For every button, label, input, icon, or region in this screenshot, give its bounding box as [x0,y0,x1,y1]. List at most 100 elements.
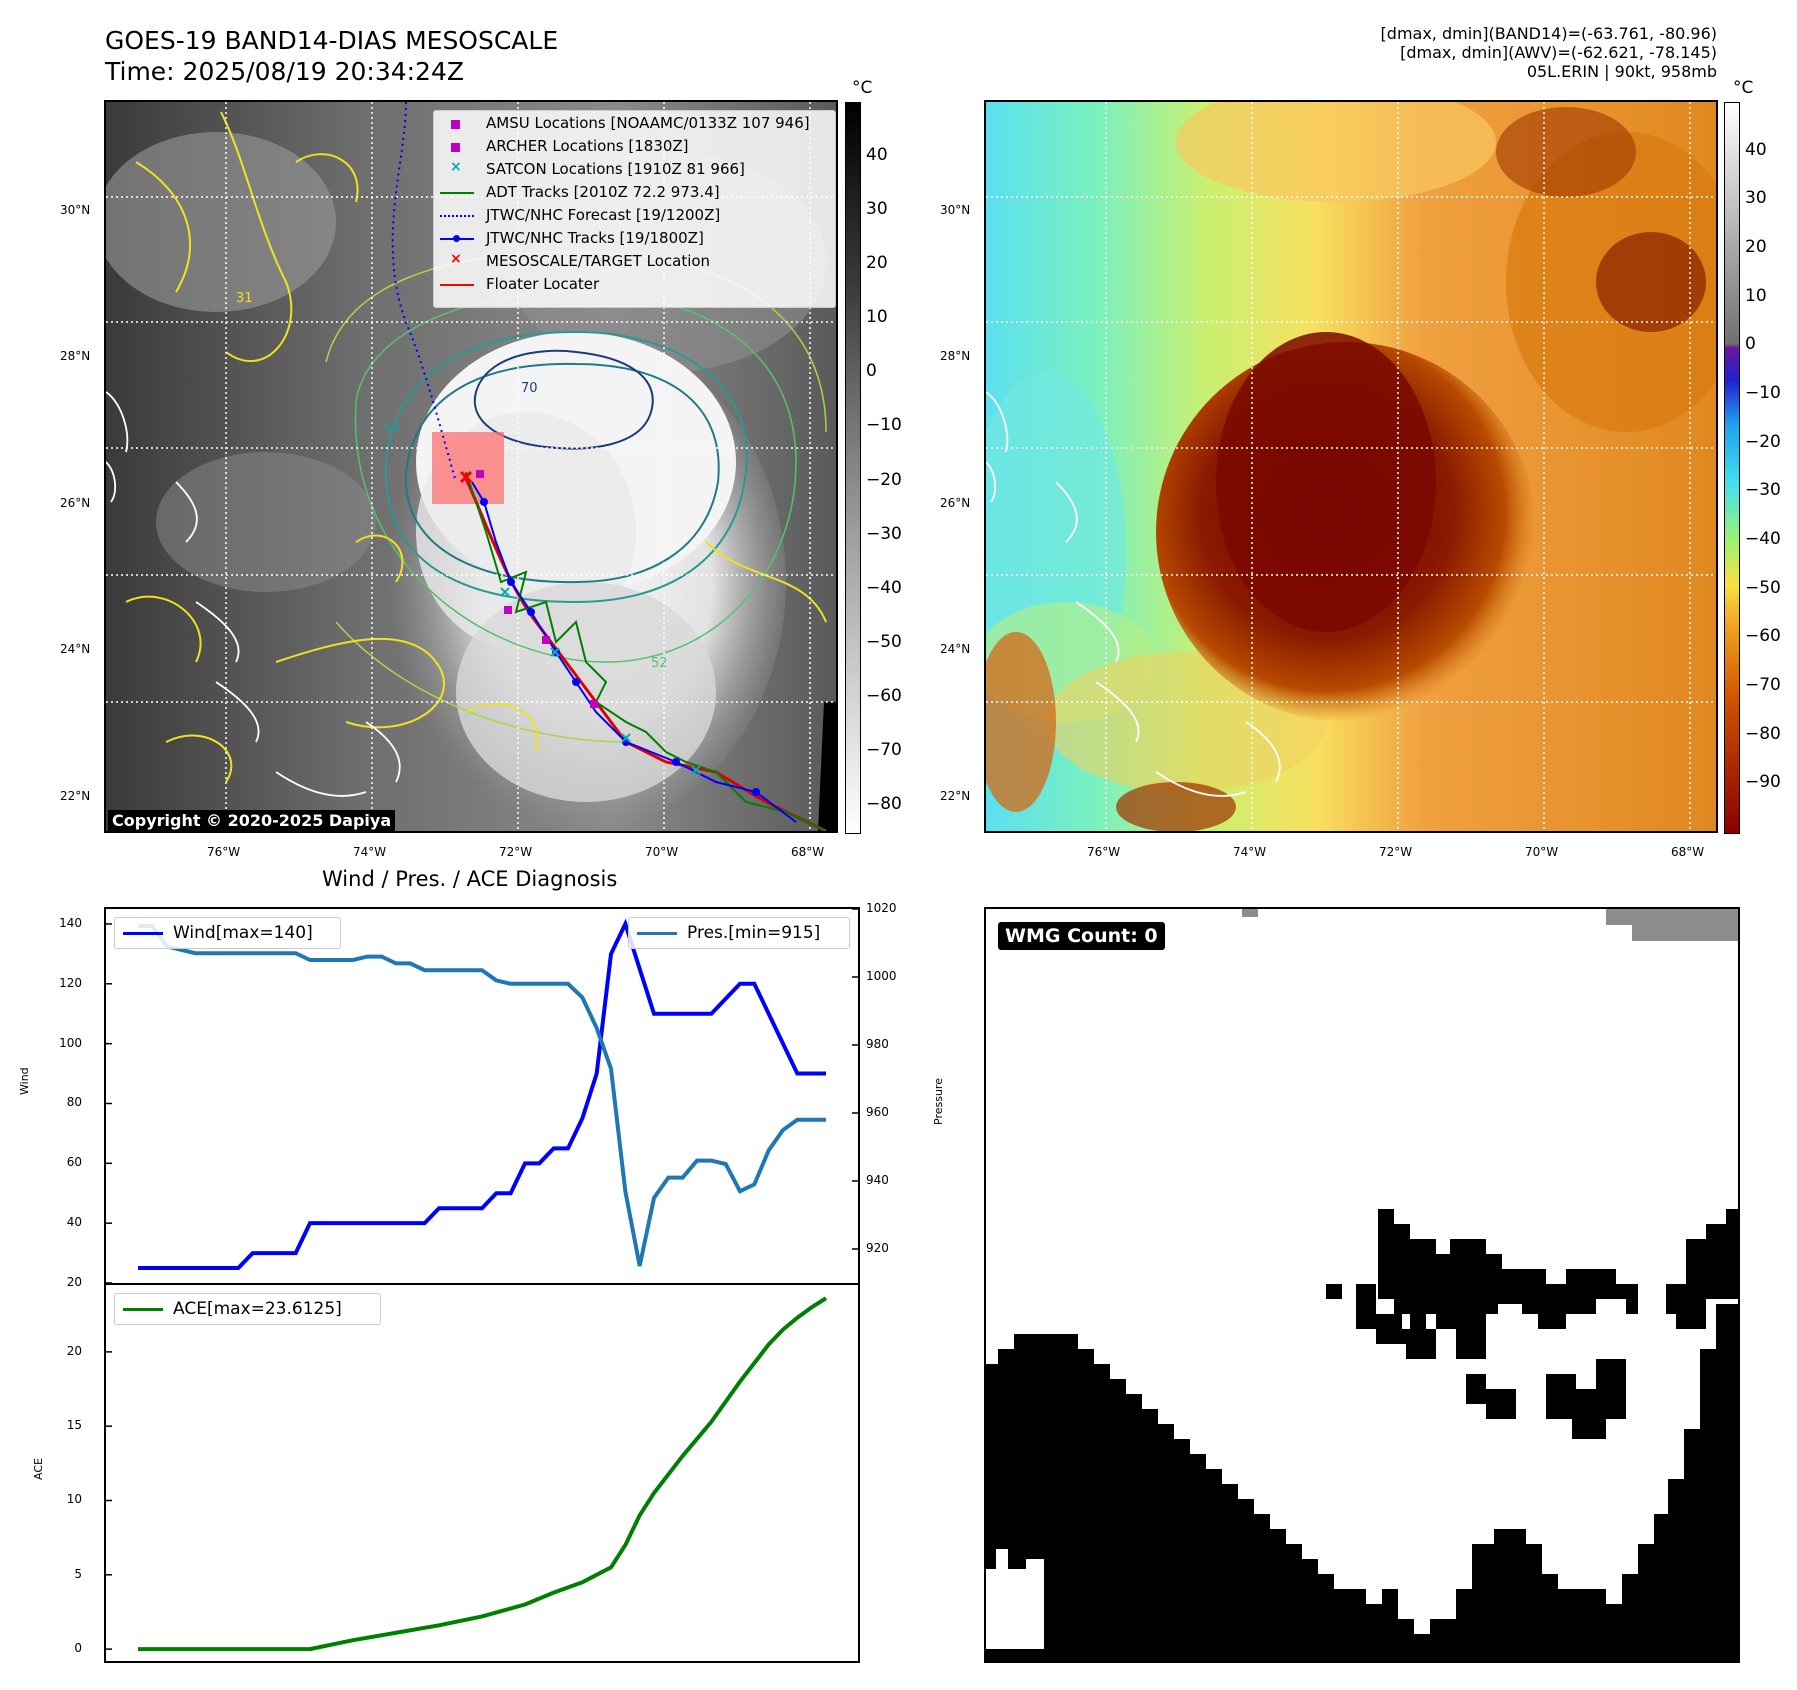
wind-series-line [138,918,826,1271]
colorbar-tick-label: 40 [866,145,888,166]
wind-tick-label: 100 [59,1035,82,1050]
pressure-legend-swatch [637,932,677,935]
wmg-panel: WMG Count: 0 [984,907,1740,1663]
wmg-mask [986,909,1738,1661]
adt-track [465,471,827,831]
target-marker [459,470,473,484]
lat-tick: 30°N [60,203,91,217]
colorbar-unit: °C [852,78,873,98]
wind-legend-label: Wind[max=140] [173,923,313,943]
colorbar-tick-label: −30 [866,523,902,544]
wind-tick-label: 40 [66,1215,82,1230]
wind-legend: Wind[max=140] [114,917,341,949]
ace-tick-label: 0 [74,1641,82,1656]
colorbar-unit: °C [1733,78,1754,98]
lon-tick: 68°W [1671,845,1705,859]
lat-tick: 26°N [940,496,971,510]
colorbar-tick-label: −90 [1745,772,1781,793]
wind-tick-label: 60 [66,1155,82,1170]
ace-tick-label: 15 [66,1418,82,1433]
pressure-tick-label: 920 [866,1241,889,1255]
awv-colorbar [1724,102,1740,834]
colorbar-tick-label: 30 [1745,188,1767,209]
chart-title: GOES-19 BAND14-DIAS MESOSCALE [105,26,559,55]
ir-colorbar [845,102,861,834]
colorbar-tick-label: −60 [1745,626,1781,647]
ace-legend-label: ACE[max=23.6125] [173,1299,342,1319]
wind-tick-label: 120 [59,975,82,990]
colorbar-tick-label: 10 [1745,285,1767,306]
colorbar-tick-label: −50 [866,631,902,652]
lat-tick: 22°N [940,789,971,803]
pressure-legend-label: Pres.[min=915] [687,923,821,943]
target-box [432,432,504,504]
ace-legend: ACE[max=23.6125] [114,1293,381,1325]
colorbar-tick-label: −80 [1745,723,1781,744]
ace-series-line [138,1296,828,1652]
colorbar-tick-label: 20 [1745,237,1767,257]
awv-map-svg [986,102,1716,831]
wind-tick-label: 80 [66,1095,82,1110]
colorbar-tick-label: −20 [1745,431,1781,452]
pressure-tick-label: 1000 [866,969,897,983]
lon-tick: 72°W [499,845,533,859]
lat-tick: 30°N [940,203,971,217]
wind-tick-label: 20 [66,1275,82,1289]
lat-tick: 22°N [60,789,91,803]
satcon-markers [500,587,701,775]
pressure-tick-label: 980 [866,1037,889,1051]
colorbar-tick-label: −10 [1745,383,1781,403]
contour-label: 70 [521,381,538,396]
forecast-track [391,102,457,483]
info-awv: [dmax, dmin](AWV)=(-62.621, -78.145) [1400,43,1717,62]
ace-panel: ACE[max=23.6125] [104,1283,860,1663]
pressure-tick-label: 960 [866,1105,889,1119]
colorbar-tick-label: −20 [866,469,902,490]
colorbar-tick-label: −40 [866,577,902,598]
colorbar-tick-label: 40 [1745,139,1767,160]
amsu-markers [476,470,598,708]
pressure-tick-label: 1020 [866,901,897,915]
wind-pressure-plot [106,909,858,1283]
ace-tick-label: 5 [74,1566,82,1581]
pressure-legend: Pres.[min=915] [628,917,850,949]
copyright: Copyright © 2020-2025 Dapiya [108,810,396,831]
info-block: [dmax, dmin](BAND14)=(-63.761, -80.96) [… [1381,24,1717,81]
colorbar-tick-label: 0 [866,361,877,382]
lat-tick: 26°N [60,496,91,510]
diagnosis-title: Wind / Pres. / ACE Diagnosis [322,867,618,891]
wind-tick-label: 140 [59,915,82,930]
pressure-axis-label: Pressure [932,1078,945,1125]
ace-plot [106,1296,828,1652]
colorbar-tick-label: 20 [866,253,888,274]
wind-axis-label: Wind [18,1067,31,1095]
lat-tick: 24°N [60,642,91,656]
colorbar-tick-label: 0 [1745,334,1756,355]
lon-tick: 70°W [645,845,679,859]
contour-label: 64 [384,421,401,436]
colorbar-tick-label: −40 [1745,529,1781,549]
colorbar-tick-label: −80 [866,793,902,814]
lon-tick: 74°W [1233,845,1267,859]
info-storm: 05L.ERIN | 90kt, 958mb [1526,62,1717,81]
info-band14: [dmax, dmin](BAND14)=(-63.761, -80.96) [1380,24,1717,43]
lat-tick: 24°N [940,642,971,656]
colorbar-tick-label: −10 [866,415,902,436]
colorbar-tick-label: −70 [1745,675,1781,695]
wind-legend-swatch [123,932,163,935]
lat-tick: 28°N [940,349,971,363]
wind-pressure-panel: Wind[max=140] Pres.[min=915] [104,907,860,1285]
lon-tick: 72°W [1379,845,1413,859]
wmg-count-badge: WMG Count: 0 [998,922,1165,950]
ace-tick-label: 20 [66,1343,82,1358]
map-legend: AMSU Locations [NOAAMC/0133Z 107 946] AR… [433,110,836,308]
ace-tick-label: 10 [66,1492,82,1507]
colorbar-tick-label: 30 [866,199,888,220]
colorbar-tick-label: 10 [866,307,888,328]
lat-tick: 28°N [60,349,91,363]
lon-tick: 68°W [791,845,825,859]
pressure-tick-label: 940 [866,1173,889,1187]
ir-map-panel: 64 64 52 70 31 AMSU Locations [NOAAMC/01… [104,100,838,833]
colorbar-tick-label: −50 [1745,577,1781,598]
lon-tick: 76°W [207,845,241,859]
